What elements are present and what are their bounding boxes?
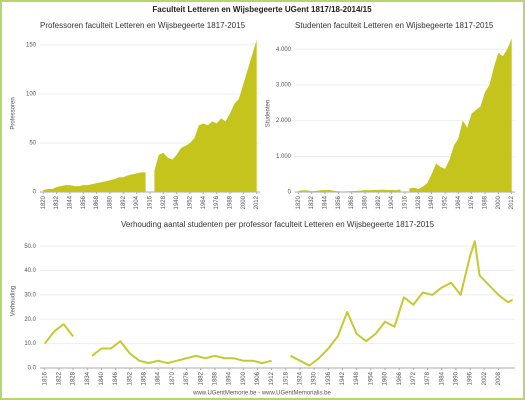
x-tick-label: 1964 — [201, 195, 207, 209]
x-tick-label: 1972 — [411, 371, 417, 385]
x-tick-label: 1930 — [312, 371, 318, 385]
y-tick-label: 0.0 — [28, 366, 37, 372]
x-tick-label: 1834 — [85, 371, 91, 385]
x-tick-label: 1894 — [227, 371, 233, 385]
y-tick-label: 40.0 — [24, 268, 36, 274]
x-tick-label: 1840 — [99, 371, 105, 385]
y-tick-label: 50 — [29, 141, 36, 147]
x-tick-label: 1924 — [298, 371, 304, 385]
x-tick-label: 1844 — [68, 195, 74, 209]
x-tick-label: 1856 — [336, 195, 342, 209]
x-tick-label: 1816 — [42, 371, 48, 385]
x-tick-label: 1978 — [425, 371, 431, 385]
x-tick-label: 1846 — [113, 371, 119, 385]
x-tick-label: 1880 — [363, 195, 369, 209]
x-tick-label: 1960 — [383, 371, 389, 385]
x-tick-label: 1892 — [121, 195, 127, 209]
x-tick-label: 1912 — [269, 371, 275, 385]
x-tick-label: 1832 — [309, 195, 315, 209]
x-tick-label: 1928 — [416, 195, 422, 209]
area — [298, 38, 512, 193]
x-tick-label: 1852 — [127, 371, 133, 385]
x-tick-label: 1888 — [212, 371, 218, 385]
y-tick-label: 30.0 — [24, 292, 36, 298]
y-axis-label: Studenten — [266, 100, 272, 127]
x-tick-label: 1820 — [296, 195, 302, 209]
x-tick-label: 1916 — [403, 195, 409, 209]
y-tick-label: 150 — [26, 42, 37, 48]
x-tick-label: 1828 — [71, 371, 77, 385]
x-tick-label: 2002 — [482, 371, 488, 385]
y-tick-label: 100 — [26, 91, 37, 97]
x-tick-label: 1868 — [94, 195, 100, 209]
x-tick-label: 1976 — [469, 195, 475, 209]
x-tick-label: 1900 — [241, 371, 247, 385]
y-tick-label: 2.000 — [276, 118, 292, 124]
x-tick-label: 2012 — [509, 195, 515, 209]
x-tick-label: 2008 — [496, 371, 502, 385]
x-tick-label: 1964 — [456, 195, 462, 209]
x-tick-label: 2012 — [254, 195, 260, 209]
x-tick-label: 1858 — [142, 371, 148, 385]
y-tick-label: 20.0 — [24, 317, 36, 323]
x-tick-label: 1822 — [56, 371, 62, 385]
x-tick-label: 1856 — [81, 195, 87, 209]
x-tick-label: 1868 — [349, 195, 355, 209]
x-tick-label: 1844 — [323, 195, 329, 209]
x-tick-label: 1832 — [54, 195, 60, 209]
x-tick-label: 1942 — [340, 371, 346, 385]
y-tick-label: 4.000 — [276, 47, 292, 53]
x-tick-label: 1928 — [161, 195, 167, 209]
y-tick-label: 3.000 — [276, 83, 292, 89]
x-tick-label: 1936 — [326, 371, 332, 385]
x-tick-label: 1954 — [368, 371, 374, 385]
x-tick-label: 1952 — [188, 195, 194, 209]
footer: www.UGentMemorie.be - www.UGentMemoriali… — [192, 391, 331, 397]
y-axis-label: Verhouding — [11, 286, 17, 316]
x-tick-label: 1892 — [376, 195, 382, 209]
x-tick-label: 1820 — [41, 195, 47, 209]
y-tick-label: 0 — [33, 190, 37, 196]
x-tick-label: 1990 — [453, 371, 459, 385]
area — [43, 39, 257, 192]
x-tick-label: 1948 — [354, 371, 360, 385]
x-tick-label: 1966 — [397, 371, 403, 385]
x-tick-label: 1988 — [483, 195, 489, 209]
y-tick-label: 0 — [288, 190, 292, 196]
x-tick-label: 1984 — [439, 371, 445, 385]
y-tick-label: 10.0 — [24, 341, 36, 347]
x-tick-label: 1906 — [255, 371, 261, 385]
x-tick-label: 1918 — [283, 371, 289, 385]
y-axis-label: Professoren — [11, 97, 17, 129]
y-tick-label: 1.000 — [276, 154, 292, 160]
x-tick-label: 1904 — [134, 195, 140, 209]
x-tick-label: 1882 — [198, 371, 204, 385]
chart-title: Studenten faculteit Letteren en Wijsbege… — [295, 21, 494, 30]
x-tick-label: 1880 — [108, 195, 114, 209]
x-tick-label: 1976 — [214, 195, 220, 209]
x-tick-label: 1864 — [156, 371, 162, 385]
chart-title: Verhouding aantal studenten per professo… — [121, 220, 435, 229]
x-tick-label: 1952 — [443, 195, 449, 209]
x-tick-label: 2000 — [496, 195, 502, 209]
line — [43, 240, 514, 367]
x-tick-label: 1876 — [184, 371, 190, 385]
y-tick-label: 50.0 — [24, 244, 36, 250]
x-tick-label: 2000 — [241, 195, 247, 209]
x-tick-label: 1988 — [228, 195, 234, 209]
x-tick-label: 1870 — [170, 371, 176, 385]
chart-title: Professoren faculteit Letteren en Wijsbe… — [40, 21, 246, 30]
x-tick-label: 1996 — [468, 371, 474, 385]
x-tick-label: 1904 — [389, 195, 395, 209]
dashboard-title: Faculteit Letteren en Wijsbegeerte UGent… — [152, 5, 372, 14]
x-tick-label: 1916 — [148, 195, 154, 209]
x-tick-label: 1940 — [174, 195, 180, 209]
x-tick-label: 1940 — [429, 195, 435, 209]
